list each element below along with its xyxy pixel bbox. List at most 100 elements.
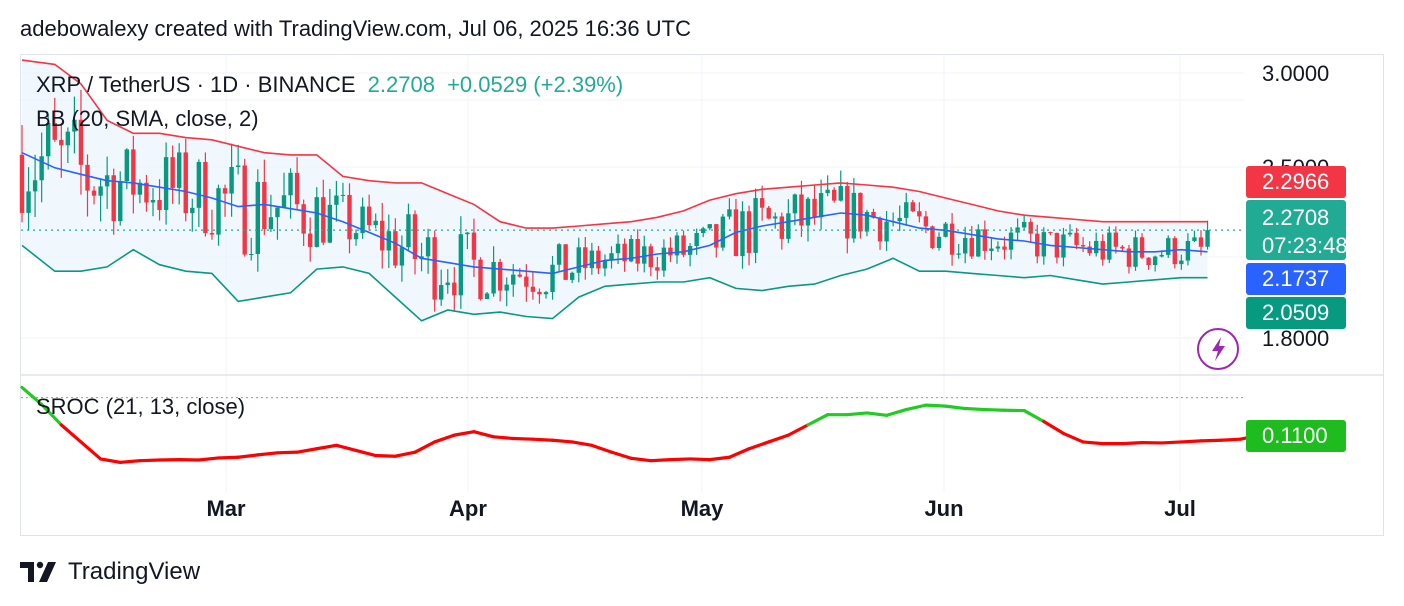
candle-body (1107, 232, 1112, 260)
candle-body (484, 293, 490, 300)
sroc-segment (79, 440, 103, 461)
candle-body (805, 198, 811, 226)
candle-body (917, 211, 922, 217)
y-tick-label: 1.8000 (1262, 326, 1329, 351)
sroc-segment (865, 411, 889, 417)
candle-body (858, 192, 863, 232)
candle-body (609, 253, 614, 261)
bollinger-band-lines (21, 59, 1208, 322)
candle-body (262, 181, 267, 230)
sroc-segment (492, 435, 515, 441)
sroc-segment (1219, 437, 1242, 442)
candle-body (825, 189, 830, 194)
candle-body (301, 204, 306, 234)
candle-body (1028, 221, 1033, 234)
sroc-segment (1120, 441, 1144, 446)
sroc-segment (609, 450, 633, 460)
sroc-segment (1179, 439, 1203, 444)
candle-body (701, 228, 706, 234)
candle-body (1067, 232, 1073, 235)
candle-body (399, 247, 405, 266)
candle-body (235, 165, 241, 167)
footer-brand: TradingView (68, 558, 201, 585)
candle-body (393, 231, 398, 266)
candle-body (1008, 232, 1014, 250)
candle-body (491, 262, 496, 294)
symbol-title: XRP / TetherUS · 1D · BINANCE (36, 72, 356, 97)
candle-body (353, 233, 359, 240)
candle-body (570, 272, 575, 280)
candle-body (1087, 246, 1092, 254)
candle-body (163, 157, 169, 210)
candle-body (308, 233, 313, 247)
candle-body (118, 181, 123, 222)
sroc-segment (531, 437, 555, 442)
candle-body (432, 237, 437, 300)
bb-legend[interactable]: BB (20, SMA, close, 2) (36, 106, 259, 131)
candle-body (52, 123, 57, 140)
candle-body (131, 149, 136, 195)
candle-body (1166, 238, 1171, 255)
candle-body (628, 238, 634, 262)
candle-body (91, 190, 97, 196)
sroc-segment (943, 404, 967, 411)
candle-body (550, 264, 555, 293)
candle-body (425, 237, 431, 257)
candle-body (563, 244, 568, 280)
candle-body (46, 123, 51, 157)
candle-body (1002, 246, 1007, 250)
candle-body (818, 193, 824, 218)
basis-line (21, 151, 1208, 275)
sroc-segment (767, 433, 790, 444)
candle-body (1094, 240, 1099, 254)
candle-body (524, 276, 529, 287)
x-tick-label: Mar (206, 496, 246, 521)
candle-body (203, 161, 208, 234)
x-tick-label: Jun (924, 496, 963, 521)
sroc-segment (413, 440, 437, 454)
sroc-segment (138, 458, 162, 463)
sroc-legend[interactable]: SROC (21, 13, close) (36, 394, 246, 419)
sroc-segment (315, 443, 338, 451)
candle-body (661, 247, 667, 271)
candle-body (1146, 257, 1151, 265)
candle-body (949, 223, 955, 255)
candle-body (537, 291, 542, 295)
lightning-icon[interactable] (1197, 328, 1239, 370)
sroc-segment (452, 430, 476, 437)
sroc-segment (629, 456, 653, 463)
candle-body (183, 152, 188, 214)
lower-band-badge: 2.0509 (1246, 297, 1346, 329)
candle-body (779, 216, 784, 239)
sroc-segment (649, 458, 673, 463)
sroc-segment (688, 457, 712, 462)
candle-body (39, 156, 44, 181)
price-badge: 2.2708 07:23:48 (1246, 200, 1348, 260)
candle-body (255, 181, 260, 255)
candle-body (1080, 245, 1086, 247)
candle-body (1048, 232, 1053, 234)
candle-body (85, 164, 90, 191)
candle-body (851, 192, 857, 239)
candle-body (334, 195, 339, 205)
sroc-segment (40, 402, 63, 427)
sroc-segment (334, 443, 358, 453)
candle-body (517, 274, 522, 277)
candle-body (982, 229, 988, 251)
sroc-segment (963, 406, 987, 412)
sroc-segment (1199, 438, 1223, 443)
candle-body (786, 213, 791, 239)
candle-body (347, 194, 352, 240)
candle-body (150, 200, 156, 203)
candle-body (727, 209, 732, 217)
candle-body (439, 285, 444, 300)
candle-body (871, 211, 876, 218)
candle-body (1139, 237, 1145, 258)
candle-body (340, 194, 346, 196)
candle-body (1172, 238, 1177, 265)
sroc-segment (806, 413, 830, 427)
candle-body (976, 229, 981, 257)
candle-body (746, 211, 752, 253)
